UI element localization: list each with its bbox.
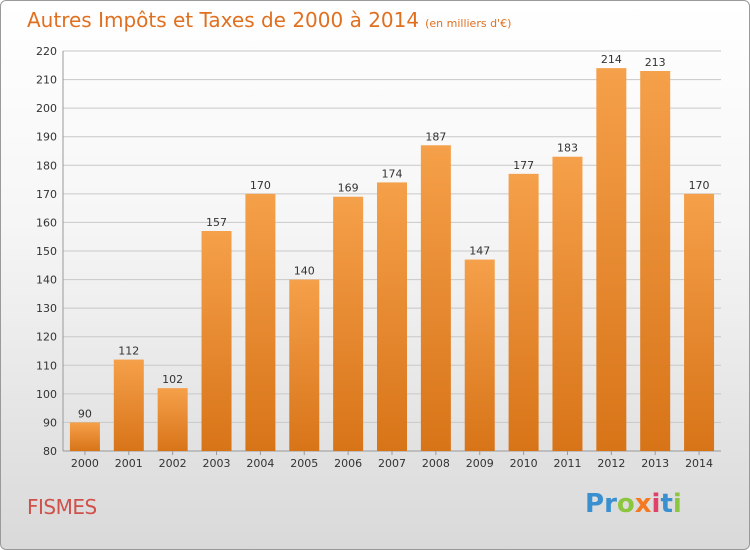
x-tick-label: 2007 — [378, 457, 406, 470]
labels-layer: 8090100110120130140150160170180190200210… — [36, 45, 713, 470]
x-tick-label: 2011 — [553, 457, 581, 470]
x-tick-label: 2004 — [246, 457, 274, 470]
y-tick-label: 160 — [36, 216, 57, 229]
bar — [377, 182, 407, 451]
bar-value-label: 112 — [118, 345, 139, 358]
bar — [464, 259, 495, 451]
bar — [552, 156, 583, 451]
bar — [201, 231, 232, 451]
y-tick-label: 170 — [36, 188, 57, 201]
x-tick-label: 2013 — [641, 457, 669, 470]
x-tick-label: 2006 — [334, 457, 362, 470]
bar-value-label: 177 — [513, 159, 534, 172]
bar-value-label: 102 — [162, 373, 183, 386]
y-tick-label: 220 — [36, 45, 57, 58]
bar — [684, 193, 715, 451]
bar-value-label: 169 — [338, 182, 359, 195]
proxiti-logo[interactable]: Proxiti — [585, 489, 682, 519]
y-tick-label: 190 — [36, 131, 57, 144]
y-tick-label: 130 — [36, 302, 57, 315]
x-tick-label: 2000 — [71, 457, 99, 470]
bars-layer — [69, 68, 715, 452]
bar — [508, 173, 539, 451]
bar-value-label: 214 — [601, 53, 622, 66]
y-tick-label: 110 — [36, 359, 57, 372]
logo-letter: i — [672, 489, 682, 519]
bar-value-label: 157 — [206, 216, 227, 229]
bar — [157, 388, 188, 451]
x-tick-label: 2009 — [466, 457, 494, 470]
chart-title-text: Autres Impôts et Taxes de 2000 à 2014 — [27, 8, 420, 32]
bar — [289, 279, 320, 451]
x-tick-label: 2003 — [203, 457, 231, 470]
y-tick-label: 140 — [36, 274, 57, 287]
y-tick-label: 210 — [36, 74, 57, 87]
bar — [640, 71, 671, 451]
logo-letter: P — [585, 489, 605, 519]
logo-letter: x — [634, 489, 652, 519]
bar-value-label: 147 — [469, 245, 490, 258]
y-tick-label: 120 — [36, 331, 57, 344]
x-tick-label: 2005 — [290, 457, 318, 470]
bar-value-label: 183 — [557, 142, 578, 155]
x-tick-label: 2010 — [510, 457, 538, 470]
bar-value-label: 90 — [78, 407, 92, 420]
x-tick-label: 2002 — [159, 457, 187, 470]
bar — [245, 193, 276, 451]
bar — [113, 359, 144, 451]
bar — [69, 422, 100, 451]
y-tick-label: 100 — [36, 388, 57, 401]
y-tick-label: 200 — [36, 102, 57, 115]
bar-value-label: 170 — [689, 179, 710, 192]
y-tick-label: 150 — [36, 245, 57, 258]
bar-value-label: 174 — [382, 167, 403, 180]
logo-letter: i — [651, 489, 661, 519]
x-tick-label: 2008 — [422, 457, 450, 470]
x-tick-label: 2012 — [597, 457, 625, 470]
bar — [596, 68, 627, 452]
y-tick-label: 90 — [43, 416, 57, 429]
bar — [333, 196, 364, 451]
bar-value-label: 187 — [425, 130, 446, 143]
logo-letter: t — [660, 489, 673, 519]
bar-value-label: 170 — [250, 179, 271, 192]
chart-title: Autres Impôts et Taxes de 2000 à 2014 (en… — [27, 8, 511, 32]
logo-letter: o — [616, 489, 635, 519]
bar — [420, 145, 451, 452]
y-tick-label: 80 — [43, 445, 57, 458]
logo-letter: r — [604, 489, 617, 519]
chart-subtitle: (en milliers d'€) — [425, 17, 512, 30]
bar-value-label: 213 — [645, 56, 666, 69]
place-name: FISMES — [27, 495, 97, 519]
x-tick-label: 2014 — [685, 457, 713, 470]
y-tick-label: 180 — [36, 159, 57, 172]
bar-value-label: 140 — [294, 265, 315, 278]
x-tick-label: 2001 — [115, 457, 143, 470]
